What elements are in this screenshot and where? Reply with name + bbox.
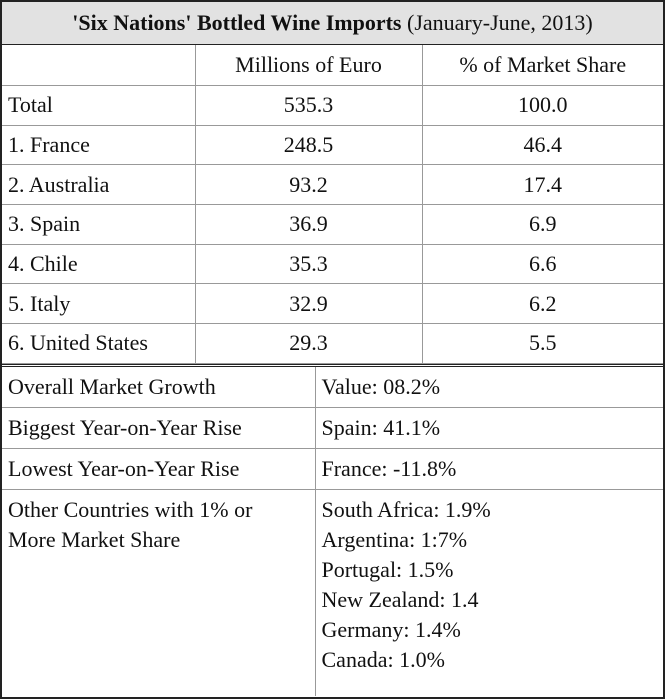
- title-bold: 'Six Nations' Bottled Wine Imports: [72, 10, 402, 35]
- summary-value: Spain: 41.1%: [314, 407, 663, 450]
- cell: 36.9: [194, 204, 423, 245]
- title-rest: (January-June, 2013): [407, 10, 593, 35]
- table-row: 4. Chile 35.3 6.6: [2, 243, 663, 285]
- summary-value-text: Portugal: 1.5%: [321, 557, 454, 583]
- cell: 29.3: [194, 323, 423, 364]
- summary-value-text: Value: 08.2%: [321, 373, 441, 399]
- summary-row: Other Countries with 1% or More Market S…: [2, 489, 663, 696]
- summary-value: Value: 08.2%: [314, 366, 663, 409]
- cell: 17.4: [421, 164, 663, 206]
- table-row: 2. Australia 93.2 17.4: [2, 164, 663, 206]
- summary-value-text: Spain: 41.1%: [321, 415, 441, 441]
- summary-row: Lowest Year-on-Year Rise France: -11.8%: [2, 448, 663, 491]
- title-bar: 'Six Nations' Bottled Wine Imports (Janu…: [2, 2, 663, 45]
- separator: [2, 363, 663, 367]
- corner-cell: [2, 45, 196, 86]
- cell: 535.3: [194, 85, 423, 126]
- cell: 100.0: [421, 85, 663, 126]
- cell: 35.3: [194, 243, 423, 285]
- cell: 5.5: [421, 323, 663, 364]
- column-header: Millions of Euro: [194, 45, 423, 86]
- summary-label-text: Biggest Year-on-Year Rise: [8, 415, 242, 441]
- summary-row: Biggest Year-on-Year Rise Spain: 41.1%: [2, 407, 663, 450]
- summary-label-text: Overall Market Growth: [8, 373, 216, 399]
- summary-label: Lowest Year-on-Year Rise: [2, 448, 316, 491]
- cell: 46.4: [421, 124, 663, 166]
- cell: 93.2: [194, 164, 423, 206]
- summary-value-text: South Africa: 1.9%: [321, 497, 491, 523]
- row-label: 3. Spain: [2, 204, 196, 245]
- column-header: % of Market Share: [421, 45, 663, 86]
- table-row: Total 535.3 100.0: [2, 85, 663, 126]
- row-label: 2. Australia: [2, 164, 196, 206]
- cell: 32.9: [194, 283, 423, 325]
- row-label: 4. Chile: [2, 243, 196, 285]
- imports-table: Millions of Euro% of Market Share Total 53…: [2, 45, 663, 364]
- header-row: Millions of Euro% of Market Share: [2, 45, 663, 86]
- summary-row: Overall Market Growth Value: 08.2%: [2, 366, 663, 409]
- cell: 6.2: [421, 283, 663, 325]
- table-row: 3. Spain 36.9 6.9: [2, 204, 663, 245]
- summary-table: Overall Market Growth Value: 08.2% Biggest…: [2, 366, 663, 696]
- summary-value-text: Argentina: 1:7%: [321, 527, 468, 553]
- summary-value-text: Canada: 1.0%: [321, 647, 445, 673]
- table-row: 1. France 248.5 46.4: [2, 124, 663, 166]
- summary-label-text: Lowest Year-on-Year Rise: [8, 456, 240, 482]
- table-row: 5. Italy 32.9 6.2: [2, 283, 663, 325]
- summary-label: Other Countries with 1% or More Market S…: [2, 489, 316, 696]
- summary-value: France: -11.8%: [314, 448, 663, 491]
- row-label: 6. United States: [2, 323, 196, 364]
- table-row: 6. United States 29.3 5.5: [2, 323, 663, 364]
- cell: 6.6: [421, 243, 663, 285]
- summary-label: Biggest Year-on-Year Rise: [2, 407, 316, 450]
- summary-label: Overall Market Growth: [2, 366, 316, 409]
- summary-value-text: France: -11.8%: [321, 456, 457, 482]
- row-label: 1. France: [2, 124, 196, 166]
- summary-value-text: Germany: 1.4%: [321, 617, 461, 643]
- summary-value-text: New Zealand: 1.4: [321, 587, 479, 613]
- summary-label-text: Other Countries with 1% or More Market S…: [8, 497, 253, 553]
- cell: 6.9: [421, 204, 663, 245]
- cell: 248.5: [194, 124, 423, 166]
- row-label: 5. Italy: [2, 283, 196, 325]
- summary-value: South Africa: 1.9% Argentina: 1:7% Portuga…: [314, 489, 663, 696]
- row-label: Total: [2, 85, 196, 126]
